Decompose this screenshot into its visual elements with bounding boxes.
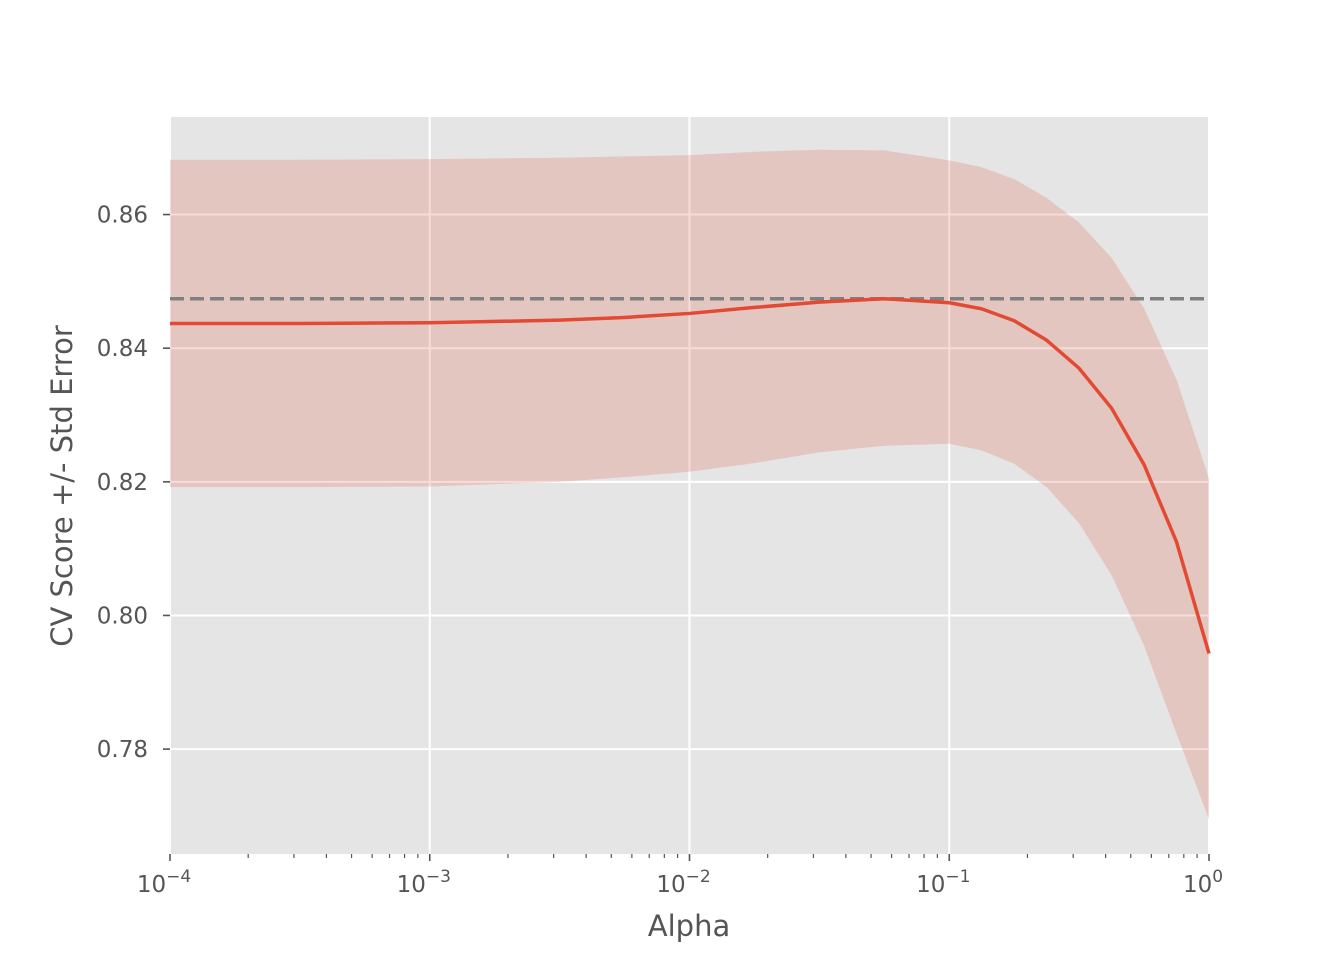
- y-tick-label: 0.78: [97, 737, 148, 763]
- x-tick-label: 10−3: [397, 867, 451, 898]
- y-tick-label: 0.84: [97, 336, 148, 362]
- y-tick-label: 0.82: [97, 470, 148, 496]
- x-tick-label: 10−2: [656, 867, 710, 898]
- x-tick-label: 10−4: [137, 867, 191, 898]
- std-error-band: [170, 149, 1209, 820]
- cv-score-line: [170, 296, 1211, 655]
- y-tick-label: 0.86: [97, 203, 148, 229]
- cv-score-series: [170, 296, 1211, 655]
- y-tick-label: 0.80: [97, 603, 148, 629]
- x-tick-label: 10−1: [916, 867, 970, 898]
- y-axis-label: CV Score +/- Std Error: [45, 325, 79, 647]
- x-axis-label: Alpha: [648, 909, 730, 943]
- x-tick-label: 100: [1183, 867, 1223, 898]
- x-axis-ticks: 10−4 10−3 10−2 10−1 100: [137, 854, 1223, 898]
- y-axis-ticks: 0.78 0.80 0.82 0.84 0.86: [97, 203, 170, 763]
- grid-lines: [169, 117, 1210, 854]
- std-error-band-area: [170, 149, 1209, 820]
